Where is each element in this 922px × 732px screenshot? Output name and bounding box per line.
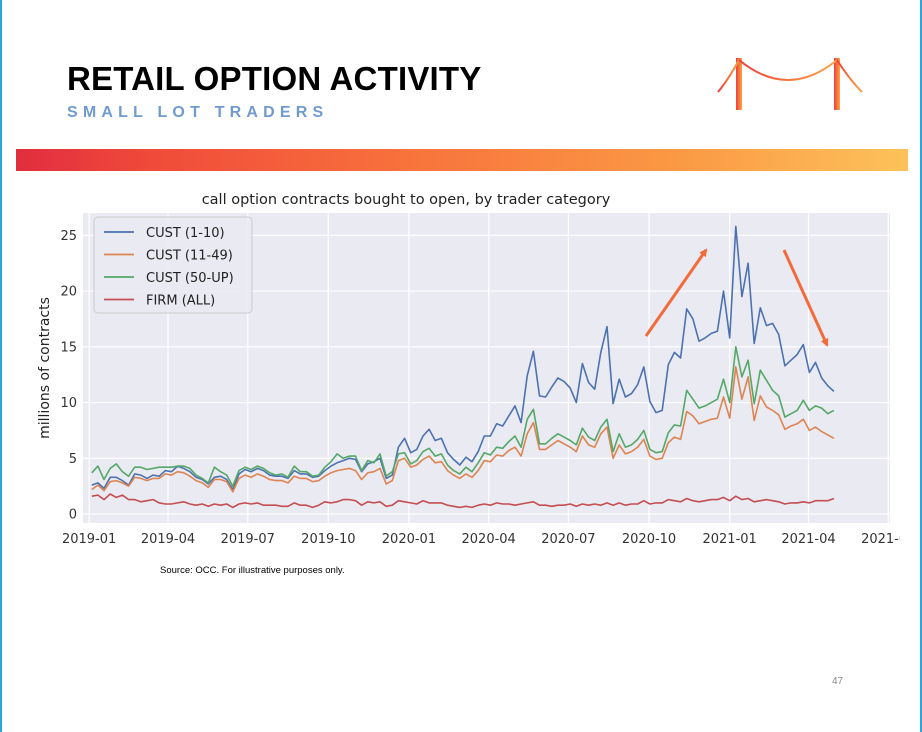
y-tick-label: 25 [60,229,77,244]
series-line-firm-all [91,493,835,509]
x-tick-label: 2020-10 [622,532,676,547]
y-axis-ticks: 0 5 10 15 20 25 [60,229,77,523]
x-tick-label: 2020-01 [382,532,436,547]
slide-title: RETAIL OPTION ACTIVITY [67,60,482,97]
y-tick-label: 10 [60,396,77,411]
source-note: Source: OCC. For illustrative purposes o… [160,565,345,576]
y-tick-label: 5 [69,452,77,467]
x-tick-label: 2019-01 [62,532,116,547]
legend-label: CUST (50-UP) [146,271,234,286]
slide-frame-right-edge [920,0,922,732]
series-line-cust-1-10 [91,225,835,491]
x-tick-label: 2020-04 [462,532,516,547]
x-axis-ticks: 2019-01 2019-04 2019-07 2019-10 2020-01 2020-… [62,532,900,547]
accent-gradient-band [16,149,908,171]
slide-subtitle: SMALL LOT TRADERS [67,104,329,121]
x-tick-label: 2021-04 [781,532,835,547]
legend-label: CUST (1-10) [146,226,225,241]
x-tick-label: 2019-10 [301,532,355,547]
slide-frame-left-edge [0,0,2,732]
legend: CUST (1-10) CUST (11-49) CUST (50-UP) FIRM … [93,216,253,314]
trend-arrows [644,248,829,347]
y-tick-label: 15 [60,340,77,355]
uptrend-arrow [644,248,708,337]
chart-title: call option contracts bought to open, by… [202,192,611,208]
x-tick-label: 2020-07 [541,532,595,547]
x-tick-label: 2021-07 [861,532,900,547]
series-line-cust-11-49 [91,366,835,493]
page-number: 47 [832,676,844,687]
series-layer [91,225,835,509]
legend-label: CUST (11-49) [146,249,233,264]
y-tick-label: 20 [60,285,77,300]
call-option-line-chart: call option contracts bought to open, by… [37,192,900,547]
legend-label: FIRM (ALL) [146,294,215,309]
downtrend-arrow [782,249,829,347]
golden-gate-bridge-logo-icon [717,58,863,110]
x-tick-label: 2019-07 [221,532,275,547]
y-axis-label: millions of contracts [37,297,53,439]
y-tick-label: 0 [69,508,77,523]
legend-box [93,216,253,314]
series-line-cust-50-up [91,346,835,488]
x-tick-label: 2021-01 [702,532,756,547]
x-tick-label: 2019-04 [141,532,195,547]
